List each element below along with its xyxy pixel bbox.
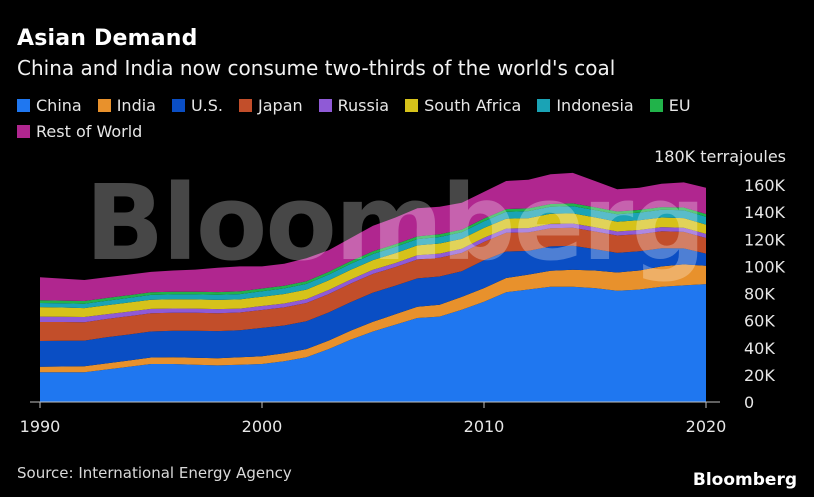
legend-item-japan: Japan <box>239 95 303 115</box>
chart-legend: China India U.S. Japan Russia South Africa Ind… <box>17 95 737 141</box>
legend-swatch <box>239 98 253 112</box>
area-south-africa <box>40 213 706 317</box>
legend-swatch <box>649 98 663 112</box>
legend-item-eu: EU <box>649 95 691 115</box>
y-axis-unit-label: 180K terrajoules <box>654 147 786 166</box>
legend-label: Russia <box>337 95 390 115</box>
source-note: Source: International Energy Agency <box>17 464 292 482</box>
x-tick-label: 2000 <box>242 417 283 436</box>
chart-title: Asian Demand <box>17 26 198 51</box>
legend-swatch <box>17 98 30 112</box>
stacked-area-chart: 180K terrajoules 0 20K 40K 60K 80K 100K 120K 140… <box>20 147 786 436</box>
area-u-s- <box>40 245 706 367</box>
y-tick-label: 100K <box>744 257 786 276</box>
legend-item-rest-of-world: Rest of World <box>17 121 142 141</box>
legend-item-south-africa: South Africa <box>405 95 521 115</box>
y-tick-label: 0 <box>744 393 754 412</box>
legend-item-russia: Russia <box>318 95 390 115</box>
legend-swatch <box>97 98 111 112</box>
area-indonesia <box>40 206 706 309</box>
legend-item-china: China <box>17 95 82 115</box>
legend-swatch <box>318 98 332 112</box>
legend-item-u-s-: U.S. <box>171 95 224 115</box>
bloomberg-logo: Bloomberg <box>692 470 797 490</box>
area-russia <box>40 223 706 323</box>
y-tick-label: 140K <box>744 203 786 222</box>
y-tick-label: 20K <box>744 366 775 385</box>
legend-item-indonesia: Indonesia <box>537 95 634 115</box>
legend-label: Indonesia <box>556 95 634 115</box>
legend-swatch <box>405 98 419 112</box>
chart-subtitle: China and India now consume two-thirds o… <box>17 56 616 80</box>
legend-item-india: India <box>97 95 156 115</box>
y-tick-label: 40K <box>744 339 775 358</box>
legend-swatch <box>17 124 30 138</box>
x-tick-label: 2010 <box>464 417 505 436</box>
x-tick-label: 1990 <box>20 417 61 436</box>
y-tick-label: 80K <box>744 285 775 304</box>
legend-swatch <box>171 98 185 112</box>
legend-label: China <box>36 95 82 115</box>
area-eu <box>40 203 706 304</box>
area-rest-of-world <box>40 172 706 301</box>
area-japan <box>40 227 706 341</box>
y-tick-label: 160K <box>744 176 786 195</box>
y-tick-label: 120K <box>744 230 786 249</box>
area-china <box>40 284 706 402</box>
legend-label: India <box>116 95 156 115</box>
legend-label: U.S. <box>190 95 224 115</box>
legend-label: EU <box>668 95 691 115</box>
legend-label: Japan <box>258 95 303 115</box>
x-tick-label: 2020 <box>686 417 727 436</box>
area-india <box>40 264 706 373</box>
y-tick-label: 60K <box>744 312 775 331</box>
legend-swatch <box>537 98 551 112</box>
legend-label: Rest of World <box>36 121 143 141</box>
legend-label: South Africa <box>424 95 522 115</box>
